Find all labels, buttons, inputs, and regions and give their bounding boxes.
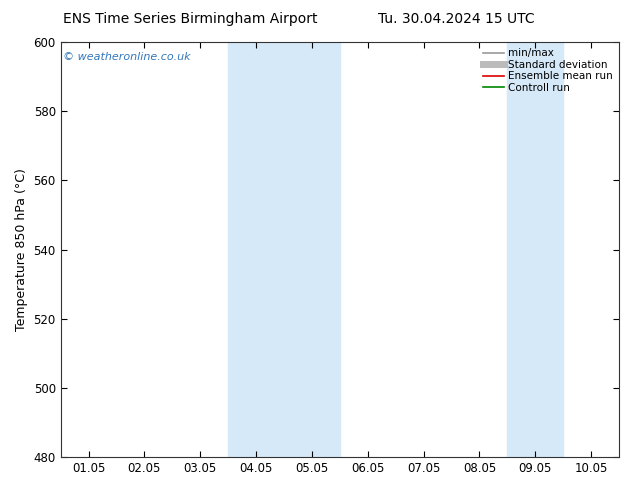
Bar [507, 42, 563, 457]
Bar [228, 42, 340, 457]
Text: © weatheronline.co.uk: © weatheronline.co.uk [63, 52, 191, 62]
Text: ENS Time Series Birmingham Airport: ENS Time Series Birmingham Airport [63, 12, 318, 26]
Text: Tu. 30.04.2024 15 UTC: Tu. 30.04.2024 15 UTC [378, 12, 535, 26]
Y-axis label: Temperature 850 hPa (°C): Temperature 850 hPa (°C) [15, 168, 28, 331]
Legend: min/max, Standard deviation, Ensemble mean run, Controll run: min/max, Standard deviation, Ensemble me… [479, 44, 617, 97]
